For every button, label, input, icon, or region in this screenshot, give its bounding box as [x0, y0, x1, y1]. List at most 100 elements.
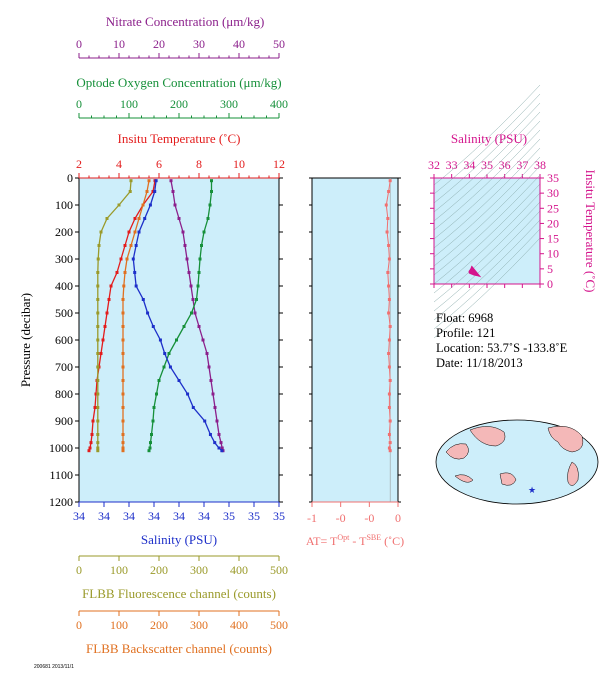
series-point — [154, 179, 158, 183]
bottom-axis-tick-label: 400 — [230, 563, 248, 577]
series-point — [119, 257, 123, 261]
series-point — [105, 217, 109, 220]
series-point — [202, 230, 206, 234]
series-point — [121, 419, 125, 423]
ts-y-tick-label: 20 — [547, 216, 559, 230]
top-axis-tick-label: 100 — [120, 97, 138, 111]
series-point — [190, 311, 193, 315]
series-point — [121, 311, 125, 315]
series-point — [171, 190, 175, 193]
series-point — [103, 325, 107, 328]
ts-isopycnal — [433, 237, 541, 339]
ts-isopycnal — [433, 201, 541, 303]
series-point — [186, 392, 190, 396]
footer-code: 200681 2013/11/1 — [34, 664, 74, 670]
series-point — [177, 379, 181, 382]
series-point — [90, 433, 94, 436]
delta-series-point — [387, 392, 391, 396]
series-point — [147, 179, 151, 183]
series-point — [96, 311, 100, 315]
series-point — [121, 325, 125, 328]
series-point — [152, 406, 156, 409]
series-point — [96, 365, 100, 369]
series-point — [129, 179, 133, 183]
bottom-axis-tick-label: 35 — [273, 509, 285, 523]
delta-series-point — [388, 441, 392, 445]
ts-y-tick-label: 35 — [547, 171, 559, 185]
series-point — [196, 284, 200, 288]
series-point — [163, 352, 167, 355]
ts-isopycnal — [433, 102, 541, 204]
series-point — [198, 257, 202, 261]
ts-isopycnal — [433, 120, 541, 222]
series-point — [213, 406, 217, 409]
bottom-axis-tick-label: 200 — [150, 563, 168, 577]
fluorescence-axis-label: FLBB Fluorescence channel (counts) — [82, 586, 276, 601]
series-point — [96, 271, 100, 274]
top-axis-tick-label: 40 — [233, 37, 245, 51]
delta-x-tick-label: -0 — [364, 511, 374, 525]
series-point — [133, 271, 137, 274]
series-point — [197, 271, 201, 274]
pressure-tick-label: 1000 — [49, 441, 73, 455]
ts-x-tick-label: 38 — [534, 158, 546, 172]
series-point — [197, 325, 201, 328]
series-point — [129, 244, 133, 247]
series-point — [96, 298, 100, 301]
delta-series-point — [388, 419, 392, 423]
delta-series-point — [386, 217, 390, 220]
series-point — [97, 244, 101, 247]
series-point — [217, 433, 221, 436]
series-point — [151, 325, 155, 328]
nitrate-axis-label: Nitrate Concentration (μm/kg) — [106, 14, 265, 29]
series-point — [185, 257, 189, 261]
bottom-axis-tick-label: 500 — [270, 618, 288, 632]
pressure-tick-label: 900 — [55, 414, 73, 428]
series-point — [121, 379, 125, 382]
series-point — [96, 419, 100, 423]
series-point — [121, 406, 125, 409]
series-point — [121, 298, 125, 301]
series-point — [191, 298, 195, 301]
ts-isopycnal — [433, 147, 541, 249]
series-point — [121, 433, 125, 436]
ts-y-tick-label: 5 — [547, 262, 553, 276]
delta-x-tick-label: 0 — [395, 511, 401, 525]
series-point — [203, 419, 207, 423]
series-point — [210, 190, 213, 193]
float-info-panel: Float: 6968 Profile: 121 Location: 53.7˚… — [436, 311, 567, 371]
series-point — [191, 406, 195, 409]
ts-isopycnal — [433, 111, 541, 213]
series-point — [96, 446, 100, 450]
series-point — [155, 392, 158, 396]
series-point — [107, 298, 111, 301]
series-point — [175, 338, 178, 342]
series-point — [146, 311, 150, 315]
series-point — [141, 203, 145, 207]
series-point — [151, 419, 155, 423]
series-point — [209, 379, 213, 382]
delta-series-point — [387, 352, 391, 355]
pressure-tick-label: 200 — [55, 225, 73, 239]
series-point — [96, 352, 100, 355]
ts-frame — [433, 177, 541, 285]
series-point — [121, 446, 125, 450]
top-axis-tick-label: 8 — [196, 157, 202, 171]
series-point — [96, 325, 100, 328]
series-point — [148, 446, 152, 450]
pressure-tick-label: 800 — [55, 387, 73, 401]
ts-isopycnal — [433, 192, 541, 294]
ts-y-tick-label: 25 — [547, 201, 559, 215]
top-axis-tick-label: 12 — [273, 157, 285, 171]
series-point — [167, 352, 171, 355]
top-axis-tick-label: 400 — [270, 97, 288, 111]
series-point — [208, 203, 212, 207]
series-point — [182, 325, 186, 328]
pressure-tick-label: 300 — [55, 252, 73, 266]
oxygen-axis-label: Optode Oxygen Concentration (μm/kg) — [76, 75, 281, 90]
top-axis-tick-label: 200 — [170, 97, 188, 111]
series-point — [145, 190, 149, 193]
ts-x-tick-label: 36 — [499, 158, 511, 172]
ts-y-tick-label: 10 — [547, 247, 559, 261]
